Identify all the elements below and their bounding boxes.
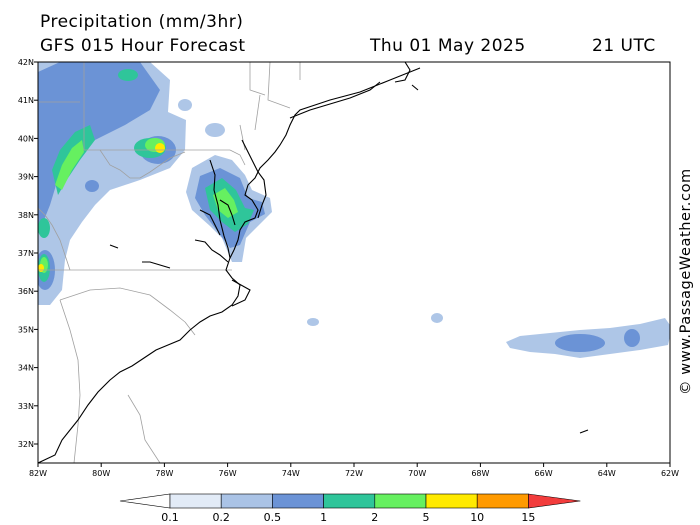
legend-value: 15 <box>521 511 535 524</box>
lon-label: 78W <box>155 469 173 478</box>
forecast-time: 21 UTC <box>592 36 656 56</box>
map-title: Precipitation (mm/3hr) <box>40 12 244 32</box>
longitude-axis: 82W 80W 78W 76W 74W 72W 70W 68W 66W 64W 62W <box>29 463 679 478</box>
forecast-model: GFS 015 Hour Forecast <box>40 36 246 56</box>
lon-label: 76W <box>219 469 237 478</box>
lat-label: 36N <box>18 287 34 296</box>
lat-label: 33N <box>18 402 34 411</box>
legend-swatch <box>220 493 273 509</box>
lat-label: 37N <box>18 249 34 258</box>
legend-value: 0.5 <box>264 511 282 524</box>
lon-label: 72W <box>345 469 363 478</box>
legend-swatch <box>374 493 427 509</box>
legend-arrow-left <box>119 493 171 509</box>
legend-value: 2 <box>371 511 378 524</box>
lon-label: 68W <box>471 469 489 478</box>
lat-label: 34N <box>18 364 34 373</box>
legend-value: 1 <box>320 511 327 524</box>
precipitation-legend: 0.1 0.2 0.5 1 2 5 10 15 <box>119 493 581 524</box>
legend-swatch <box>425 493 478 509</box>
legend-arrow-right <box>528 493 581 509</box>
lat-label: 39N <box>18 173 34 182</box>
precip-layer-0-5 <box>38 62 640 352</box>
lon-label: 82W <box>29 469 47 478</box>
lat-label: 35N <box>18 325 34 334</box>
latitude-axis: 42N 41N 40N 39N 38N 37N 36N 35N 34N 33N 32N <box>18 58 38 449</box>
legend-swatch <box>323 493 376 509</box>
forecast-date: Thu 01 May 2025 <box>370 36 526 56</box>
lat-label: 38N <box>18 211 34 220</box>
lon-label: 74W <box>282 469 300 478</box>
lat-label: 40N <box>18 134 34 143</box>
lat-label: 42N <box>18 58 34 67</box>
copyright-watermark: © www.PassageWeather.com <box>678 168 694 395</box>
legend-swatch <box>476 493 529 509</box>
lon-label: 80W <box>92 469 110 478</box>
lon-label: 62W <box>661 469 679 478</box>
lon-label: 64W <box>598 469 616 478</box>
coastline <box>38 62 589 463</box>
legend-value: 0.2 <box>212 511 230 524</box>
lon-label: 66W <box>535 469 553 478</box>
lat-label: 32N <box>18 440 34 449</box>
lon-label: 70W <box>408 469 426 478</box>
lat-label: 41N <box>18 96 34 105</box>
legend-value: 10 <box>470 511 484 524</box>
state-borders <box>38 62 301 463</box>
legend-swatch <box>272 493 324 509</box>
legend-value: 0.1 <box>161 511 179 524</box>
legend-swatch <box>169 493 222 509</box>
legend-value: 5 <box>423 511 430 524</box>
